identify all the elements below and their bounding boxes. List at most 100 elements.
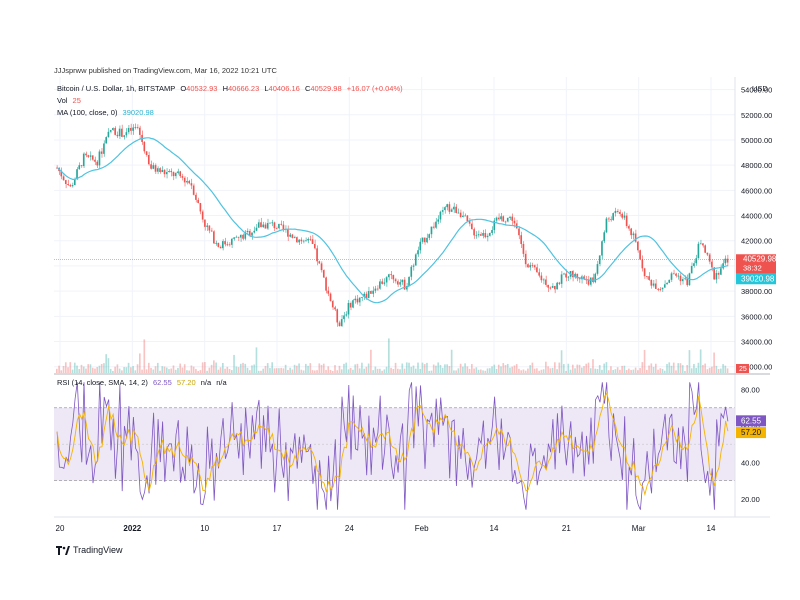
candle-body	[396, 281, 399, 285]
candle-body	[365, 293, 368, 299]
volume-bar	[235, 366, 238, 373]
candle-body	[190, 183, 193, 186]
candle-body	[598, 255, 601, 265]
candle-body	[446, 204, 448, 208]
volume-bar	[619, 369, 621, 373]
volume-bar	[428, 370, 431, 373]
volume-bar	[318, 363, 321, 373]
candle-body	[217, 242, 220, 247]
volume-bar	[417, 362, 419, 373]
candle-body	[107, 131, 110, 138]
candle-body	[509, 216, 511, 218]
candle-body	[230, 238, 233, 245]
volume-bar	[547, 366, 549, 373]
rsi-axis[interactable]: 20.00 40.00 60.00 80.00	[741, 386, 760, 504]
candle-body	[475, 235, 478, 237]
volume-bar	[484, 370, 487, 373]
volume-bar	[251, 365, 253, 373]
volume-bar	[237, 367, 240, 373]
volume-bar	[114, 366, 116, 373]
candle-body	[428, 234, 431, 238]
candle-body	[405, 286, 408, 290]
volume-bar	[273, 368, 276, 373]
candle-body	[401, 279, 404, 283]
volume-bar	[713, 352, 715, 373]
volume-bar	[612, 369, 614, 373]
last-price-value: 40529.98	[743, 254, 777, 263]
volume-bar	[607, 370, 610, 373]
candle-body	[596, 264, 599, 274]
candle-body	[233, 237, 235, 239]
candle-body	[444, 207, 446, 211]
volume-bar	[641, 362, 644, 373]
rsi-ma-value: 57.20	[176, 378, 196, 387]
candle-body	[482, 233, 484, 236]
volume-bar	[549, 368, 552, 373]
candle-body	[524, 253, 527, 265]
candle-body	[435, 221, 437, 228]
rsi-ma-line	[56, 392, 729, 497]
candle-body	[715, 273, 718, 280]
volume-bar	[405, 362, 408, 373]
candle-body	[87, 155, 90, 157]
volume-bar	[594, 368, 597, 373]
candle-body	[367, 291, 370, 299]
volume-bar	[681, 365, 684, 373]
price-axis[interactable]: 32000.0034000.0036000.0038000.0040000.00…	[741, 86, 772, 372]
volume-bar	[679, 363, 682, 373]
candle-body	[706, 252, 709, 255]
volume-legend[interactable]: Vol 25	[57, 96, 84, 105]
volume-bar	[437, 362, 440, 373]
tradingview-logo[interactable]: TradingView	[56, 545, 123, 555]
candle-body	[717, 273, 720, 275]
volume-bar	[720, 368, 722, 373]
volume-bar	[206, 370, 208, 373]
candle-body	[96, 161, 99, 166]
candle-body	[518, 228, 520, 236]
candle-body	[85, 153, 87, 156]
volume-bar	[446, 364, 448, 373]
candle-body	[305, 240, 307, 242]
candle-body	[89, 155, 92, 157]
candle-body	[172, 172, 175, 177]
volume-bar	[556, 369, 558, 373]
volume-bar	[331, 370, 334, 373]
volume-bar	[56, 368, 58, 373]
volume-bar	[136, 364, 139, 373]
volume-tag: 25	[736, 364, 749, 373]
volume-bar	[152, 369, 155, 373]
volume-bar	[78, 368, 81, 373]
volume-bar	[305, 363, 307, 373]
candle-body	[520, 235, 523, 244]
candle-body	[432, 226, 435, 228]
volume-bar	[430, 370, 433, 373]
candle-body	[437, 219, 440, 222]
time-axis[interactable]: 20 2022 10 17 24 Feb 14 21 Mar 14	[56, 524, 716, 533]
candle-body	[186, 180, 188, 183]
volume-bar	[316, 370, 318, 373]
candle-body	[347, 302, 350, 315]
ma-legend[interactable]: MA (100, close, 0) 39020.98	[57, 108, 157, 117]
rsi-na-1: n/a	[200, 378, 212, 387]
currency-label[interactable]: USD	[752, 84, 768, 93]
volume-bar	[325, 369, 327, 373]
main-pane[interactable]	[54, 77, 735, 373]
candle-body	[73, 178, 76, 186]
volume-bar	[338, 365, 341, 373]
volume-bar	[352, 369, 354, 373]
volume-bar	[190, 365, 193, 373]
main-legend[interactable]: Bitcoin / U.S. Dollar, 1h, BITSTAMP O405…	[57, 84, 406, 93]
candle-body	[289, 234, 291, 237]
volume-bar	[453, 370, 455, 373]
candle-body	[558, 282, 561, 284]
candle-body	[322, 270, 325, 278]
candle-body	[143, 141, 146, 152]
volume-bar	[372, 370, 374, 373]
volume-bar	[302, 370, 305, 373]
volume-bar	[322, 363, 325, 373]
volume-bar	[242, 362, 244, 373]
volume-bar	[150, 367, 152, 373]
rsi-legend[interactable]: RSI (14, close, SMA, 14, 2) 62.55 57.20 …	[57, 378, 230, 387]
volume-bar	[513, 365, 516, 373]
